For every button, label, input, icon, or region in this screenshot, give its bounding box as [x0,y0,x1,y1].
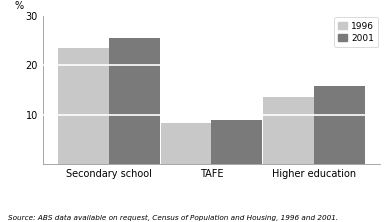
Text: Source: ABS data available on request, Census of Population and Housing, 1996 an: Source: ABS data available on request, C… [8,215,338,221]
Bar [161,123,211,164]
Bar [263,97,314,164]
Bar [211,120,262,164]
Y-axis label: %: % [14,1,24,11]
Bar [314,86,365,164]
Bar [58,48,109,164]
Bar [109,38,159,164]
Legend: 1996, 2001: 1996, 2001 [334,17,378,47]
